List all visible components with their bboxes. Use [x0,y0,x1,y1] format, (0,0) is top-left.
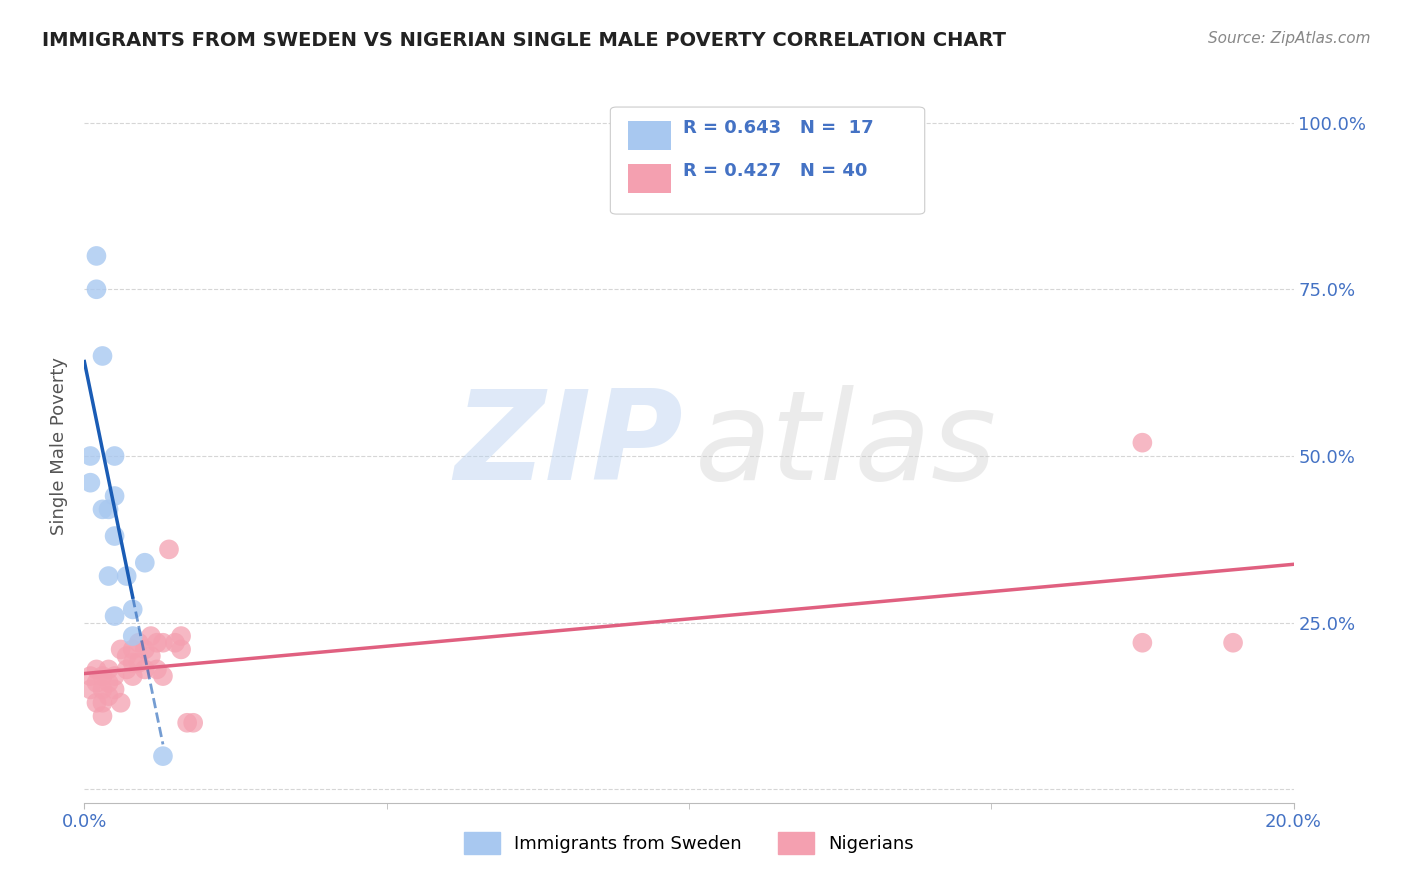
Text: ZIP: ZIP [454,385,683,507]
Point [128,656,150,670]
Point [91,696,114,710]
Point [157,542,180,557]
Point [104,669,127,683]
Text: R = 0.427   N = 40: R = 0.427 N = 40 [683,162,868,180]
Point [121,602,143,616]
Point [97,662,120,676]
Point [121,642,143,657]
FancyBboxPatch shape [610,107,925,214]
Point [115,649,138,664]
Text: IMMIGRANTS FROM SWEDEN VS NIGERIAN SINGLE MALE POVERTY CORRELATION CHART: IMMIGRANTS FROM SWEDEN VS NIGERIAN SINGL… [42,31,1007,50]
Bar [628,121,671,150]
Point [79,669,101,683]
Point [104,682,127,697]
Point [79,475,101,490]
Point [139,629,162,643]
Point [86,249,108,263]
Legend: Immigrants from Sweden, Nigerians: Immigrants from Sweden, Nigerians [457,825,921,862]
Point [86,662,108,676]
Point [86,282,108,296]
Text: Source: ZipAtlas.com: Source: ZipAtlas.com [1208,31,1371,46]
Point [115,569,138,583]
Point [97,675,120,690]
Point [91,682,114,697]
Y-axis label: Single Male Poverty: Single Male Poverty [51,357,69,535]
Point [1130,636,1153,650]
Point [134,642,156,657]
Point [104,609,127,624]
Point [115,662,138,676]
Point [139,649,162,664]
Point [86,675,108,690]
Point [79,682,101,697]
Point [97,689,120,703]
Point [110,696,132,710]
Point [152,669,174,683]
Point [1222,636,1244,650]
Point [181,715,204,730]
Point [128,636,150,650]
Bar [628,164,671,193]
Text: R = 0.643   N =  17: R = 0.643 N = 17 [683,120,873,137]
Point [146,636,169,650]
Point [1130,435,1153,450]
Point [79,449,101,463]
Point [121,629,143,643]
Point [121,656,143,670]
Point [170,642,193,657]
Point [134,662,156,676]
Point [104,529,127,543]
Point [134,556,156,570]
Point [86,696,108,710]
Point [104,489,127,503]
Point [110,642,132,657]
Text: atlas: atlas [695,385,997,507]
Point [146,662,169,676]
Point [104,449,127,463]
Point [170,629,193,643]
Point [152,749,174,764]
Point [165,636,187,650]
Point [176,715,198,730]
Point [91,669,114,683]
Point [91,502,114,516]
Point [97,502,120,516]
Point [91,349,114,363]
Point [91,709,114,723]
Point [97,569,120,583]
Point [152,636,174,650]
Point [121,669,143,683]
